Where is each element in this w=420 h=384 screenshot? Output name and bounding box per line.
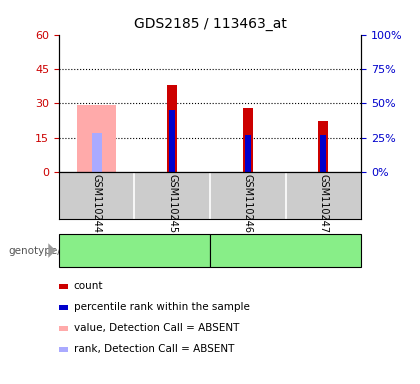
Text: GSM110246: GSM110246 bbox=[243, 174, 253, 233]
Text: GSM110247: GSM110247 bbox=[318, 174, 328, 233]
Text: Runx2 null mutant: Runx2 null mutant bbox=[234, 245, 337, 256]
Bar bbox=[320, 135, 326, 172]
Bar bbox=[77, 106, 116, 172]
Title: GDS2185 / 113463_at: GDS2185 / 113463_at bbox=[134, 17, 286, 31]
Bar bbox=[169, 110, 175, 172]
Text: genotype/variation: genotype/variation bbox=[8, 245, 108, 256]
Bar bbox=[318, 121, 328, 172]
Text: percentile rank within the sample: percentile rank within the sample bbox=[74, 302, 249, 312]
Bar bbox=[167, 85, 177, 172]
Text: GSM110245: GSM110245 bbox=[167, 174, 177, 233]
Bar bbox=[243, 108, 253, 172]
Bar bbox=[245, 135, 251, 172]
Text: count: count bbox=[74, 281, 103, 291]
Text: GSM110244: GSM110244 bbox=[92, 174, 102, 233]
Text: rank, Detection Call = ABSENT: rank, Detection Call = ABSENT bbox=[74, 344, 234, 354]
Text: wild type: wild type bbox=[109, 245, 160, 256]
Bar bbox=[92, 133, 102, 172]
Text: value, Detection Call = ABSENT: value, Detection Call = ABSENT bbox=[74, 323, 239, 333]
